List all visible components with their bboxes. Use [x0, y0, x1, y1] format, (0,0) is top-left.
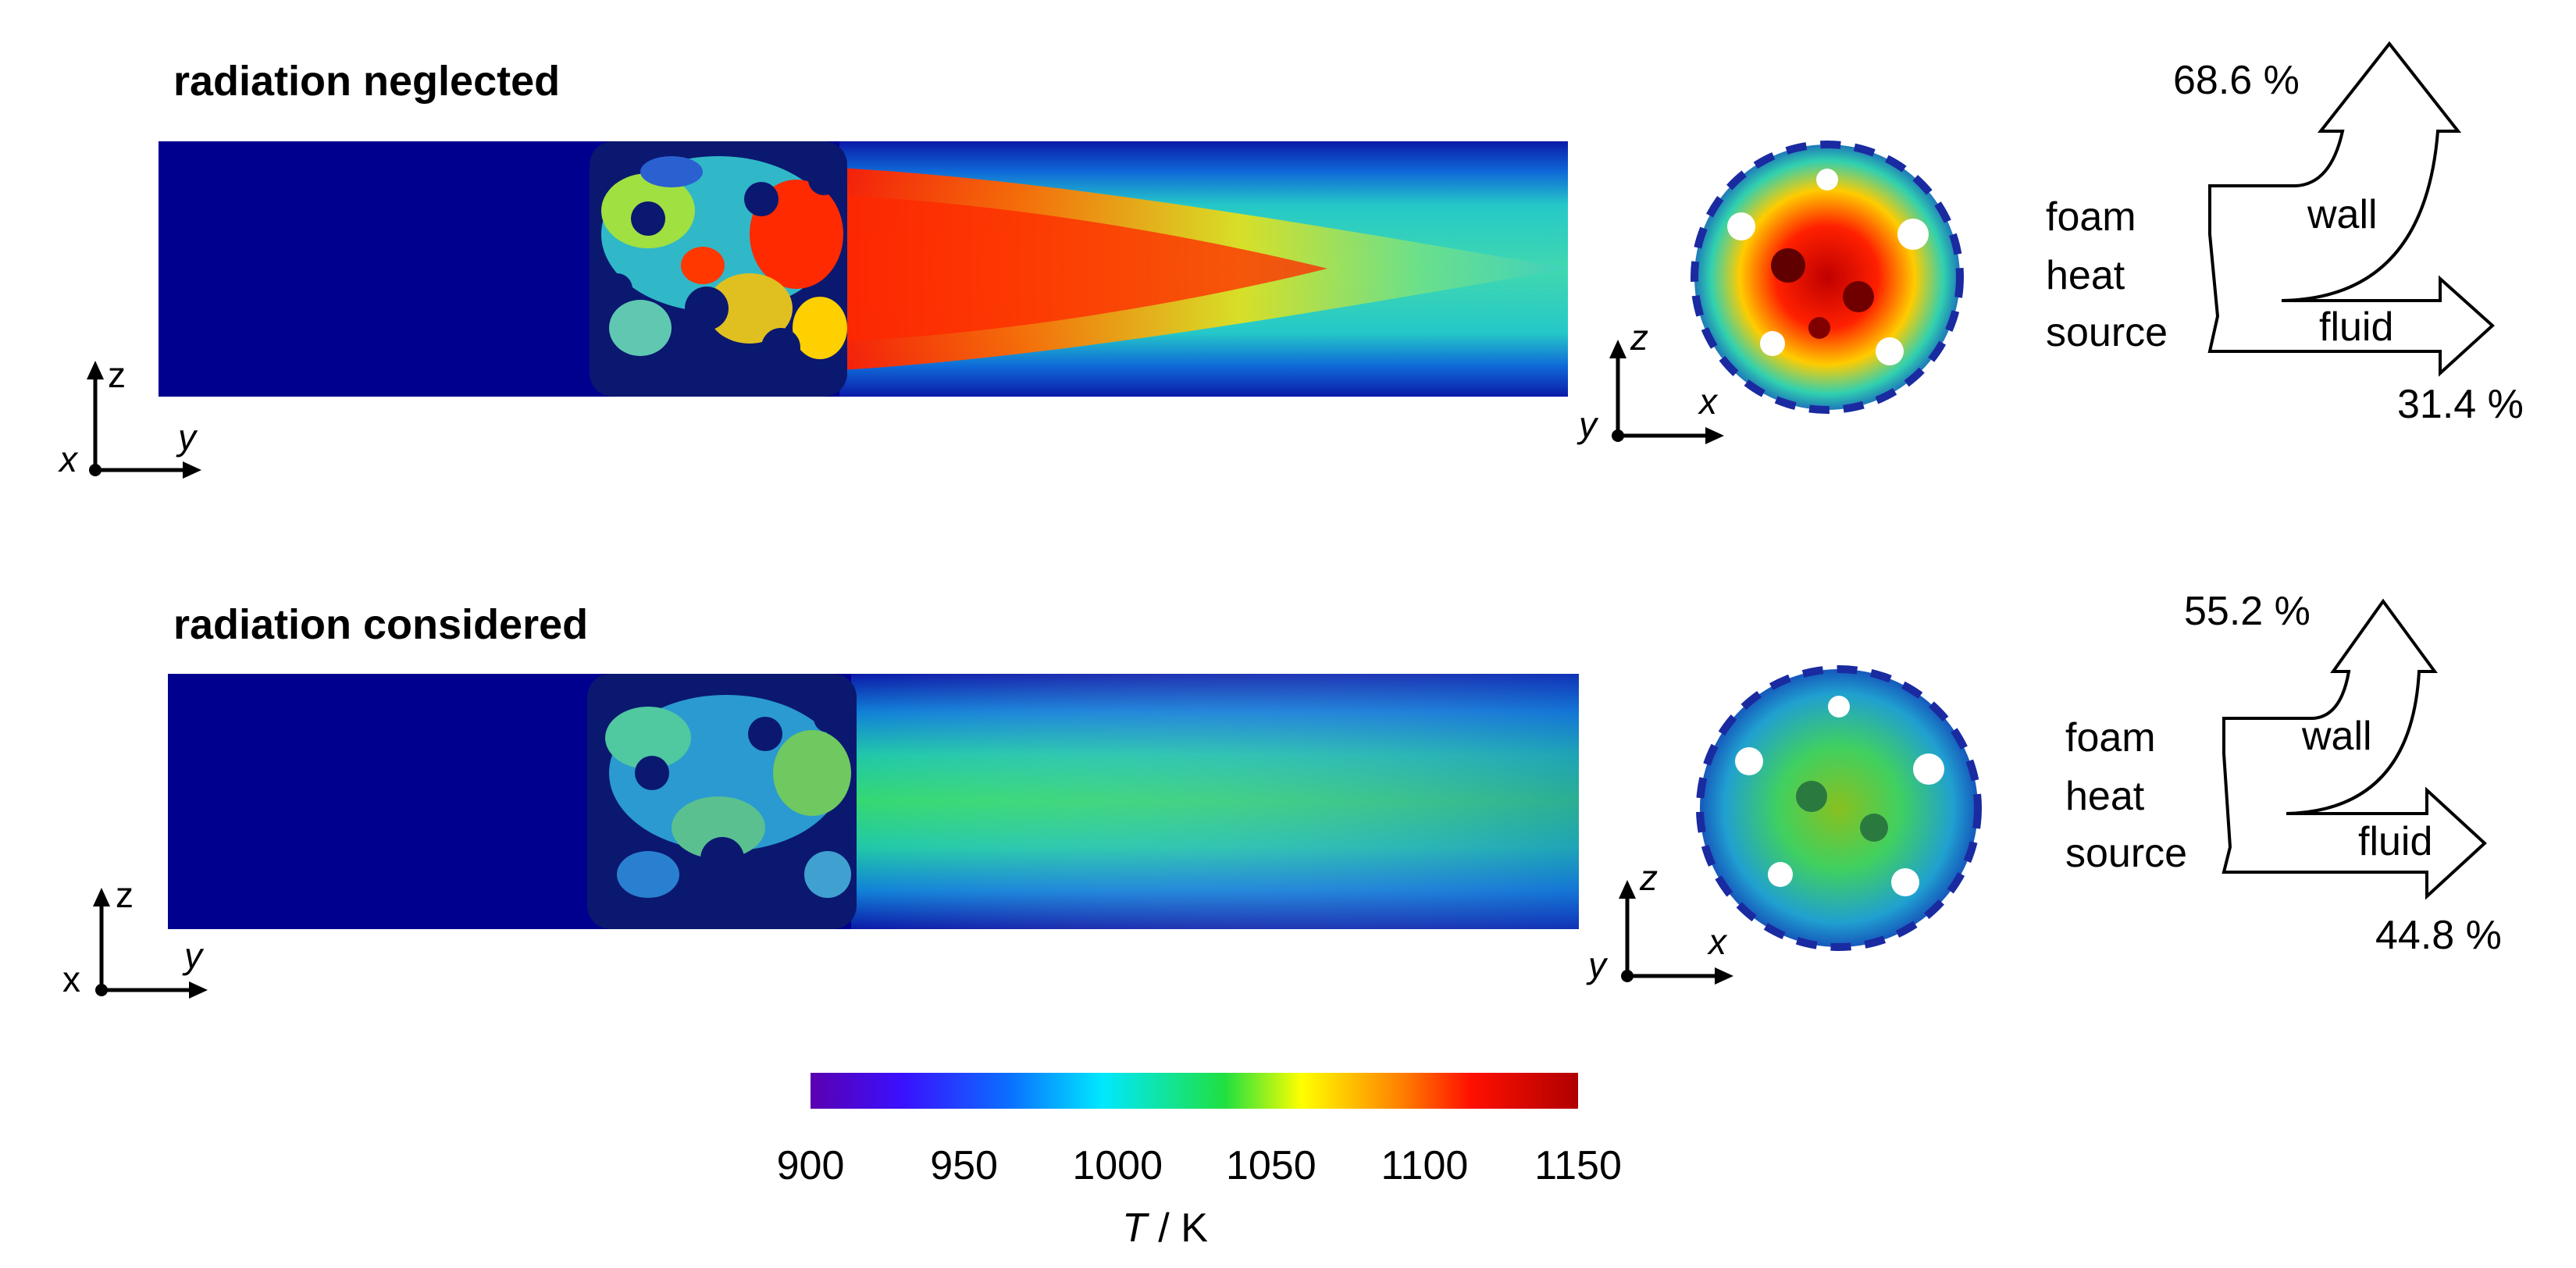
colorbar-ticks: 900 950 1000 1050 1100 1150 [777, 1143, 1622, 1188]
source-label-line-3: source [2046, 310, 2168, 355]
wall-label: wall [2307, 192, 2378, 237]
colorbar-tick-label: 900 [777, 1143, 845, 1188]
colorbar-tick-label: 1150 [1534, 1143, 1622, 1188]
colorbar-label: T / K [1122, 1206, 1208, 1251]
axis-label-z: z [1630, 317, 1648, 358]
fluid-percent: 44.8 % [2375, 913, 2502, 958]
axis-label-y: y [1586, 945, 1609, 985]
source-label-line-1: foam [2046, 194, 2136, 240]
panel-radiation-neglected: radiation neglected [58, 41, 2524, 479]
wall-percent: 55.2 % [2184, 589, 2311, 634]
source-label-line-1: foam [2065, 715, 2156, 760]
wall-label: wall [2301, 714, 2372, 759]
axis-label-y: y [1577, 404, 1599, 445]
axis-label-z: z [116, 874, 134, 915]
heat-flux-arrow [2221, 598, 2487, 900]
colorbar-label-unit: / K [1147, 1206, 1208, 1251]
coordinate-axes-front: z x y [1586, 857, 1733, 985]
temperature-field-side-view [159, 141, 1568, 397]
colorbar-label-symbol: T [1122, 1206, 1149, 1251]
fluid-label: fluid [2358, 819, 2432, 864]
colorbar-tick-label: 950 [930, 1143, 998, 1188]
colorbar-tick-label: 1000 [1072, 1143, 1163, 1188]
panel-title: radiation considered [173, 601, 588, 648]
axis-label-z: z [1639, 857, 1658, 898]
foam-cross-section [1696, 665, 1982, 951]
coordinate-axes-side: z y x [58, 354, 201, 479]
coordinate-axes-front: z x y [1577, 317, 1724, 445]
fluid-label: fluid [2319, 305, 2393, 350]
foam-structure [587, 674, 857, 929]
coordinate-axes-side: z y x [62, 874, 208, 999]
source-label-line-2: heat [2065, 774, 2145, 819]
heat-flux-arrow [2207, 41, 2495, 377]
source-label-line-2: heat [2046, 253, 2125, 298]
heat-balance-diagram: foam heat source wall fluid 68.6 % 31.4 … [2046, 41, 2524, 427]
axis-label-x: x [62, 959, 80, 999]
source-label-line-3: source [2065, 831, 2187, 876]
panel-radiation-considered: radiation considered [62, 589, 2502, 999]
colorbar-tick-label: 1050 [1226, 1143, 1317, 1188]
axis-label-x: x [1698, 381, 1719, 422]
heat-balance-diagram: foam heat source wall fluid 55.2 % 44.8 … [2065, 589, 2502, 958]
foam-cross-section [1691, 141, 1964, 414]
axis-label-y: y [182, 935, 205, 976]
colorbar-tick-label: 1100 [1381, 1143, 1468, 1188]
axis-label-z: z [108, 354, 126, 395]
panel-title: radiation neglected [173, 58, 560, 105]
temperature-field-side-view [168, 674, 1579, 929]
wall-percent: 68.6 % [2173, 58, 2300, 103]
colorbar-gradient [811, 1073, 1578, 1109]
axis-label-y: y [176, 417, 198, 458]
temperature-colorbar: 900 950 1000 1050 1100 1150 T / K [777, 1073, 1622, 1251]
axis-label-x: x [1707, 921, 1728, 962]
fluid-percent: 31.4 % [2397, 382, 2524, 427]
foam-structure [590, 141, 847, 397]
axis-label-x: x [58, 439, 79, 479]
